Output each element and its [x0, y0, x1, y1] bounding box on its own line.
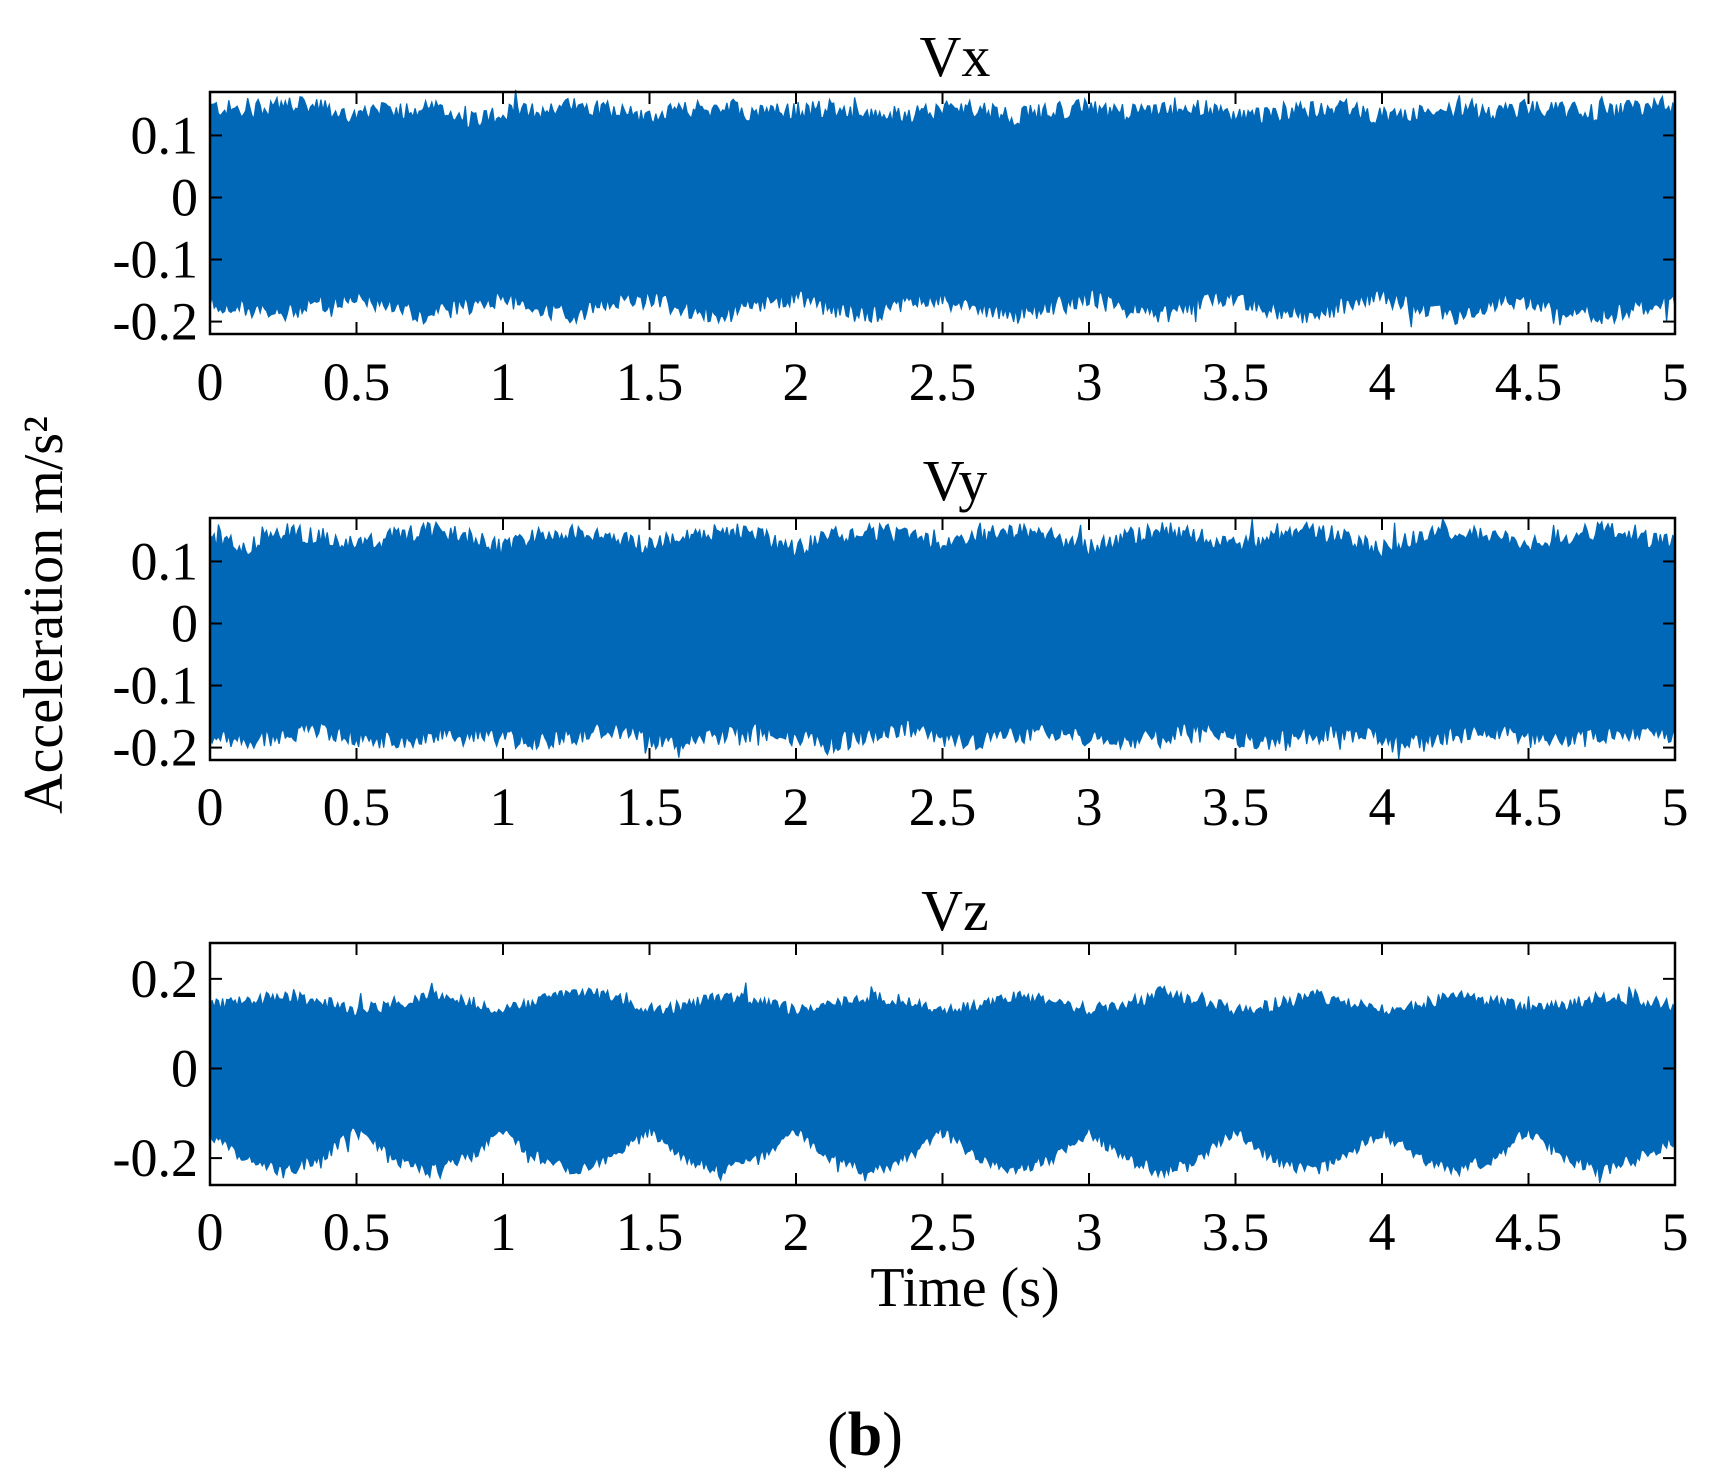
x-tick-label: 3 — [1076, 352, 1103, 412]
y-tick-label: 0 — [171, 593, 198, 653]
x-tick-label: 2 — [783, 777, 810, 837]
x-tick-label: 3.5 — [1202, 1202, 1270, 1262]
y-tick-label: -0.1 — [113, 656, 198, 716]
x-tick-label: 0.5 — [323, 777, 391, 837]
y-tick-label: -0.2 — [113, 1128, 198, 1188]
figure-caption: (b) — [827, 1401, 903, 1469]
x-tick-label: 3 — [1076, 777, 1103, 837]
x-tick-label: 0.5 — [323, 352, 391, 412]
panel-title: Vz — [921, 878, 989, 943]
x-tick-label: 4 — [1369, 777, 1396, 837]
x-tick-label: 5 — [1662, 1202, 1689, 1262]
x-tick-label: 1 — [490, 1202, 517, 1262]
x-tick-label: 5 — [1662, 777, 1689, 837]
x-tick-label: 0.5 — [323, 1202, 391, 1262]
x-tick-label: 0 — [197, 352, 224, 412]
x-tick-label: 2 — [783, 1202, 810, 1262]
x-tick-label: 1.5 — [616, 1202, 684, 1262]
x-tick-label: 3.5 — [1202, 352, 1270, 412]
x-tick-label: 1 — [490, 777, 517, 837]
x-tick-label: 0 — [197, 777, 224, 837]
x-tick-label: 3.5 — [1202, 777, 1270, 837]
x-tick-label: 2.5 — [909, 1202, 977, 1262]
y-tick-label: 0.2 — [131, 949, 199, 1009]
caption-close-paren: ) — [882, 1401, 903, 1469]
x-axis-label: Time (s) — [870, 1257, 1059, 1319]
signal-trace — [209, 516, 1676, 760]
x-tick-label: 2.5 — [909, 352, 977, 412]
y-tick-label: -0.1 — [113, 230, 198, 290]
y-tick-label: -0.2 — [113, 292, 198, 352]
x-tick-label: 0 — [197, 1202, 224, 1262]
signal-trace — [209, 982, 1676, 1184]
x-tick-label: 3 — [1076, 1202, 1103, 1262]
x-tick-label: 4.5 — [1495, 352, 1563, 412]
y-tick-label: 0 — [171, 1038, 198, 1098]
panel-title: Vx — [920, 24, 991, 89]
x-tick-label: 4.5 — [1495, 777, 1563, 837]
panel-vx: 0 0.5 1 1.5 2 2.5 3 3.5 4 4.5 50.10-0.1-0.2Vx — [113, 24, 1689, 412]
x-tick-label: 1 — [490, 352, 517, 412]
caption-open-paren: ( — [827, 1401, 848, 1469]
x-tick-label: 2 — [783, 352, 810, 412]
x-tick-label: 5 — [1662, 352, 1689, 412]
x-tick-label: 4 — [1369, 352, 1396, 412]
x-tick-label: 1.5 — [616, 352, 684, 412]
y-tick-label: 0 — [171, 167, 198, 227]
x-tick-label: 1.5 — [616, 777, 684, 837]
x-tick-label: 2.5 — [909, 777, 977, 837]
panel-vy: 0 0.5 1 1.5 2 2.5 3 3.5 4 4.5 50.10-0.1-0.2Vy — [113, 448, 1689, 837]
y-tick-label: -0.2 — [113, 718, 198, 778]
panel-vz: 0 0.5 1 1.5 2 2.5 3 3.5 4 4.5 5 0.2 0 -0.2 Vz — [113, 878, 1689, 1262]
signal-trace — [209, 89, 1676, 328]
caption-letter: b — [848, 1401, 882, 1469]
x-tick-label: 4 — [1369, 1202, 1396, 1262]
panel-title: Vy — [923, 448, 987, 513]
y-axis-label: Acceleration m/s² — [13, 416, 75, 814]
x-tick-label: 4.5 — [1495, 1202, 1563, 1262]
y-tick-label: 0.1 — [131, 531, 199, 591]
y-tick-label: 0.1 — [131, 105, 199, 165]
